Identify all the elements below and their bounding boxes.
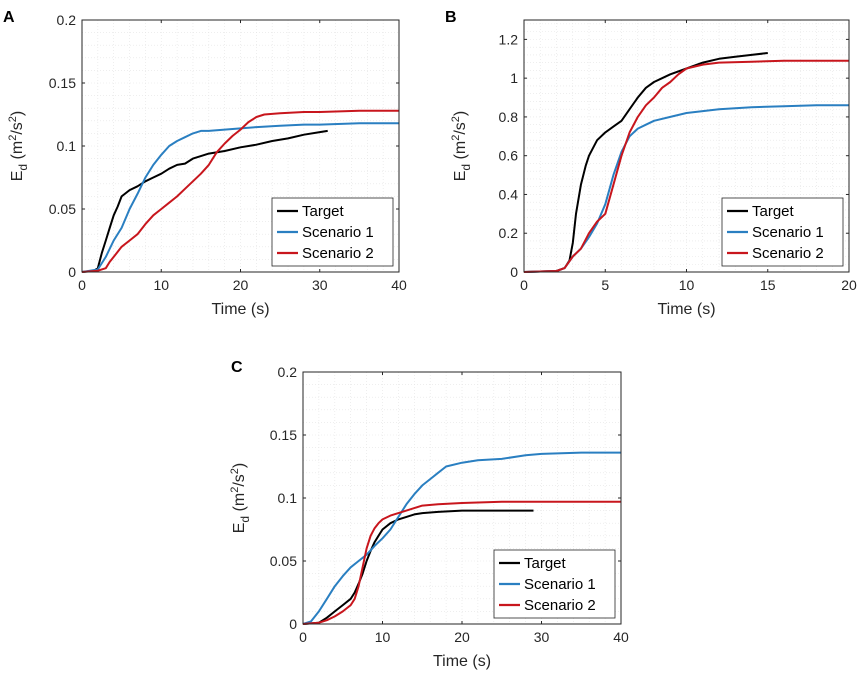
chart-c-y-tick-label: 0 [289,616,297,632]
chart-a-y-tick-label: 0 [68,264,76,280]
chart-a-y-tick-label: 0.15 [49,75,76,91]
chart-b: B 0 5 10 15 20 0 0.2 0.4 0.6 0.8 1 1.2 Time (s) Ed (m2… [445,9,857,318]
chart-a-panel-letter: A [3,9,15,26]
chart-b-legend-entry: Scenario 2 [752,245,824,262]
chart-a-series-scenario-1 [81,122,399,273]
chart-b-y-tick-label: 1 [510,70,518,86]
chart-b-series-target [523,52,768,273]
chart-c-x-axis-label: Time (s) [433,653,491,670]
chart-b-y-axis-label: Ed (m2/s2) [450,111,473,182]
chart-c-series-target [302,509,534,625]
chart-b-x-tick-label: 20 [841,277,857,293]
chart-c-x-tick-label: 20 [454,629,470,645]
chart-a-series-scenario-2 [81,109,399,273]
chart-a-y-tick-label: 0.2 [57,12,77,28]
chart-a-x-tick-label: 20 [233,277,249,293]
chart-c-x-tick-label: 0 [299,629,307,645]
chart-a-x-tick-label: 30 [312,277,328,293]
chart-c-y-tick-label: 0.2 [278,364,298,380]
chart-b-y-tick-label: 0.8 [499,109,519,125]
chart-a-series-target [81,129,328,273]
chart-b-y-tick-label: 0.6 [499,148,519,164]
chart-a-legend: Target Scenario 1 Scenario 2 [271,197,394,267]
chart-b-series-scenario-2 [523,59,849,273]
chart-a-x-tick-label: 0 [78,277,86,293]
chart-c-series-scenario-2 [302,500,621,625]
chart-b-y-tick-label: 1.2 [499,31,519,47]
chart-b-x-tick-label: 10 [679,277,695,293]
chart-b-x-tick-label: 5 [601,277,609,293]
chart-a-x-tick-label: 40 [391,277,407,293]
chart-c-panel-letter: C [231,359,243,376]
chart-b-x-tick-label: 15 [760,277,776,293]
chart-b-panel-letter: B [445,9,457,26]
chart-c-y-axis-label: Ed (m2/s2) [229,463,252,534]
chart-b-y-tick-label: 0.2 [499,225,519,241]
chart-c-x-tick-label: 40 [613,629,629,645]
chart-b-x-axis-label: Time (s) [657,301,715,318]
chart-c-legend-entry: Scenario 1 [524,576,596,593]
chart-c: C 0 10 20 30 40 0 0.05 0.1 0.15 0.2 Time (s) Ed (m2/… [229,359,629,670]
chart-a: A 0 10 20 30 40 0 0.05 0.1 0.15 0.2 Time (s) Ed (m2/… [3,9,407,318]
chart-b-legend-entry: Target [752,203,795,220]
chart-b-legend-entry: Scenario 1 [752,224,824,241]
chart-a-x-axis-label: Time (s) [211,301,269,318]
chart-c-legend-entry: Scenario 2 [524,597,596,614]
chart-a-x-tick-label: 10 [153,277,169,293]
chart-a-y-tick-label: 0.05 [49,201,76,217]
chart-c-x-tick-label: 10 [375,629,391,645]
chart-c-y-tick-label: 0.05 [270,553,297,569]
chart-b-y-tick-label: 0.4 [499,186,519,202]
chart-b-x-tick-label: 0 [520,277,528,293]
chart-a-legend-entry: Target [302,203,345,220]
chart-c-y-tick-label: 0.1 [278,490,298,506]
chart-c-series-scenario-1 [302,451,621,625]
chart-a-y-axis-label: Ed (m2/s2) [7,111,30,182]
chart-c-y-tick-label: 0.15 [270,427,297,443]
chart-a-legend-entry: Scenario 2 [302,245,374,262]
chart-b-legend: Target Scenario 1 Scenario 2 [721,197,844,267]
chart-b-y-tick-label: 0 [510,264,518,280]
chart-a-legend-entry: Scenario 1 [302,224,374,241]
chart-c-legend: Target Scenario 1 Scenario 2 [493,549,616,619]
chart-c-legend-entry: Target [524,555,567,572]
chart-c-x-tick-label: 30 [534,629,550,645]
chart-a-y-tick-label: 0.1 [57,138,77,154]
